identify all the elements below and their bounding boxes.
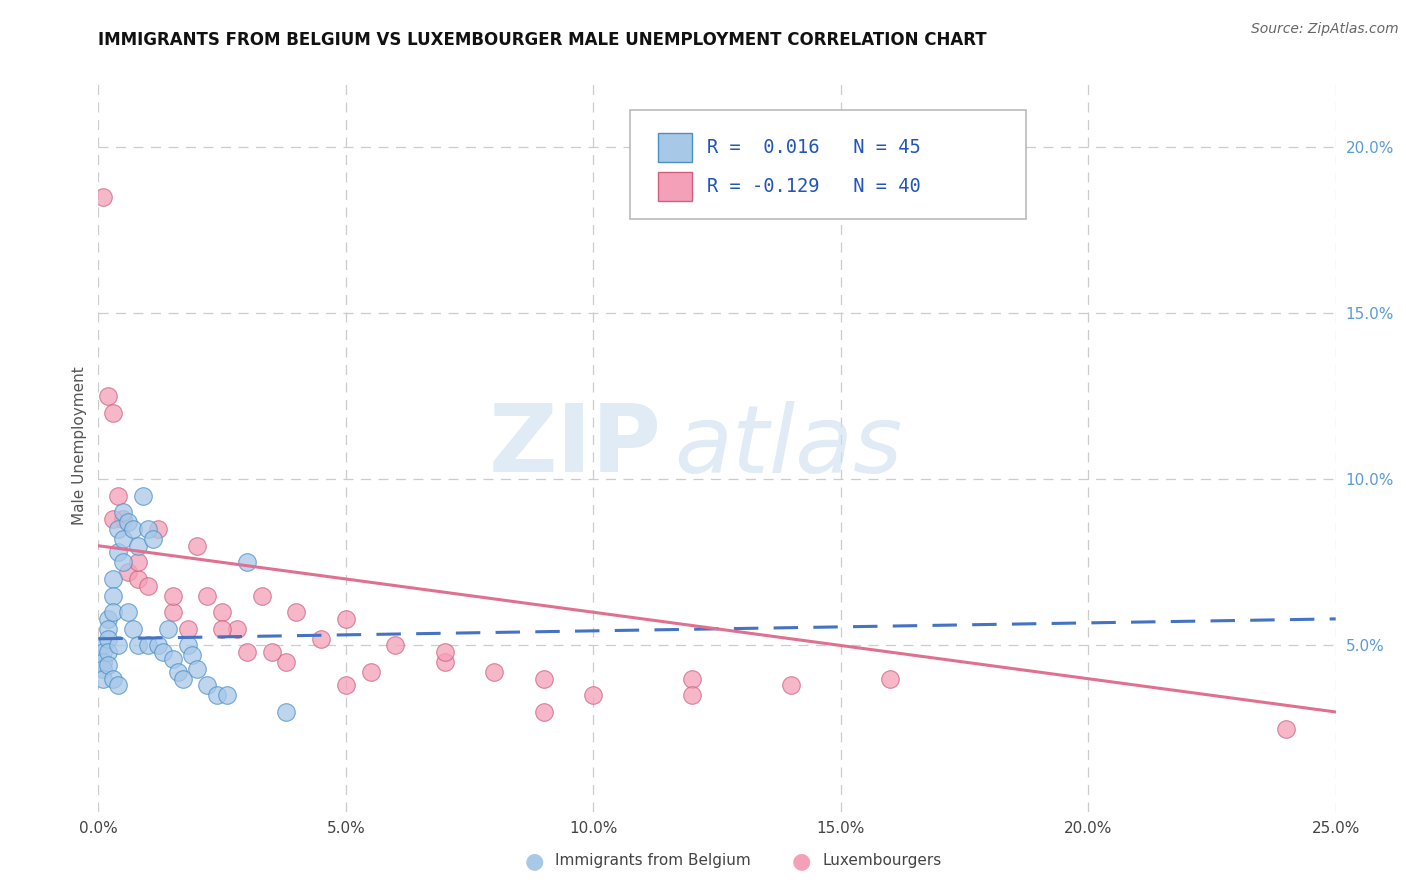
Point [172, 672, 194, 686]
Point [162, 652, 184, 666]
Text: IMMIGRANTS FROM BELGIUM VS LUXEMBOURGER MALE UNEMPLOYMENT CORRELATION CHART: IMMIGRANTS FROM BELGIUM VS LUXEMBOURGER … [98, 31, 987, 49]
Point [112, 506, 135, 520]
Point [285, 605, 308, 619]
Point [217, 689, 239, 703]
Point [107, 489, 129, 503]
Point [93, 645, 115, 659]
Point [186, 662, 208, 676]
Point [681, 689, 703, 703]
Point [136, 522, 159, 536]
Bar [658, 171, 692, 201]
Point [117, 516, 139, 530]
Text: ●: ● [524, 851, 544, 871]
Point [112, 555, 135, 569]
Point [226, 622, 249, 636]
Point [146, 639, 169, 653]
Point [211, 605, 233, 619]
Point [276, 655, 298, 669]
Point [136, 579, 159, 593]
Point [107, 678, 129, 692]
Point [132, 489, 155, 503]
Point [112, 512, 135, 526]
Point [107, 639, 129, 653]
Bar [658, 133, 692, 162]
Point [97, 389, 120, 403]
Point [176, 622, 198, 636]
Point [484, 665, 506, 679]
Point [236, 555, 259, 569]
Point [186, 539, 208, 553]
Point [127, 539, 149, 553]
Point [162, 605, 184, 619]
Point [156, 622, 179, 636]
Point [127, 555, 149, 569]
Point [205, 689, 228, 703]
Point [309, 632, 332, 646]
Point [136, 639, 159, 653]
Text: R =  0.016   N = 45: R = 0.016 N = 45 [707, 138, 921, 157]
Point [127, 639, 149, 653]
Point [879, 672, 901, 686]
Point [433, 655, 456, 669]
Point [97, 612, 120, 626]
Point [250, 589, 273, 603]
Point [335, 612, 357, 626]
Y-axis label: Male Unemployment: Male Unemployment [72, 367, 87, 525]
Point [103, 512, 125, 526]
FancyBboxPatch shape [630, 110, 1026, 219]
Point [93, 189, 115, 203]
Point [93, 655, 115, 669]
Point [533, 705, 555, 719]
Point [117, 605, 139, 619]
Point [93, 672, 115, 686]
Point [152, 645, 174, 659]
Point [384, 639, 406, 653]
Point [780, 678, 803, 692]
Point [97, 658, 120, 673]
Point [103, 572, 125, 586]
Point [276, 705, 298, 719]
Point [162, 589, 184, 603]
Point [97, 645, 120, 659]
Text: Immigrants from Belgium: Immigrants from Belgium [555, 854, 751, 868]
Point [103, 589, 125, 603]
Point [93, 662, 115, 676]
Text: ●: ● [792, 851, 811, 871]
Point [533, 672, 555, 686]
Point [103, 406, 125, 420]
Point [681, 672, 703, 686]
Point [176, 639, 198, 653]
Point [335, 678, 357, 692]
Point [166, 665, 188, 679]
Text: atlas: atlas [673, 401, 903, 491]
Point [211, 622, 233, 636]
Point [181, 648, 204, 663]
Point [236, 645, 259, 659]
Point [122, 522, 145, 536]
Point [1275, 722, 1298, 736]
Point [107, 545, 129, 559]
Point [146, 522, 169, 536]
Point [260, 645, 283, 659]
Point [103, 672, 125, 686]
Text: Source: ZipAtlas.com: Source: ZipAtlas.com [1251, 22, 1399, 37]
Point [195, 678, 218, 692]
Point [360, 665, 382, 679]
Point [127, 572, 149, 586]
Point [122, 622, 145, 636]
Point [107, 522, 129, 536]
Point [142, 532, 165, 546]
Point [195, 589, 218, 603]
Text: Luxembourgers: Luxembourgers [823, 854, 942, 868]
Point [117, 566, 139, 580]
Text: ZIP: ZIP [488, 400, 661, 492]
Text: R = -0.129   N = 40: R = -0.129 N = 40 [707, 177, 921, 196]
Point [93, 639, 115, 653]
Point [103, 605, 125, 619]
Point [97, 622, 120, 636]
Point [112, 532, 135, 546]
Point [582, 689, 605, 703]
Point [97, 632, 120, 646]
Point [433, 645, 456, 659]
